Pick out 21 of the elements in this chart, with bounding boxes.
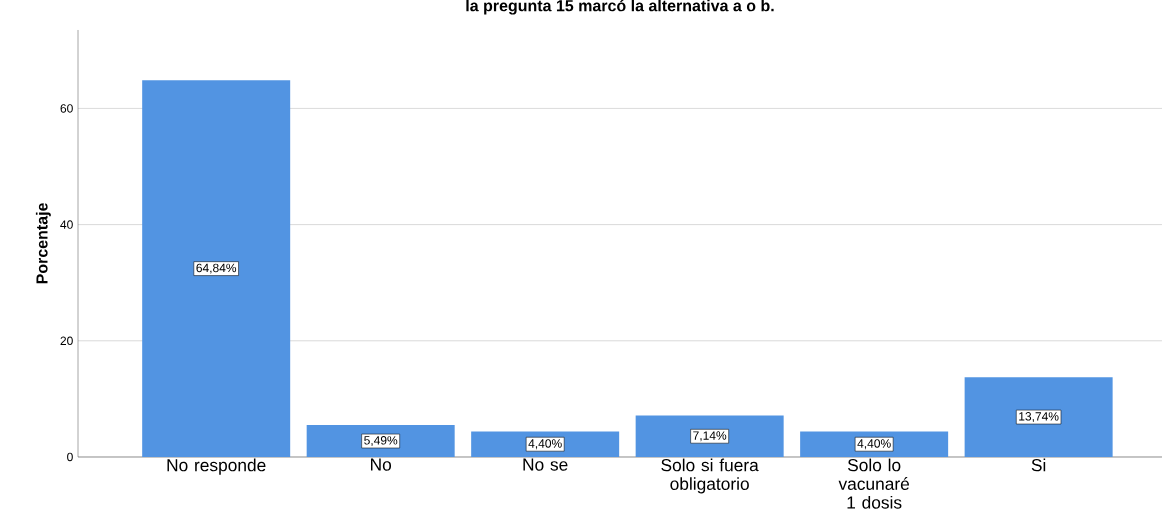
y-tick-label: 20 xyxy=(60,336,73,346)
y-tick-label: 40 xyxy=(60,220,73,229)
data-label: 4,40% xyxy=(857,439,891,450)
data-label: 5,49% xyxy=(364,436,398,446)
y-tick-label: 0 xyxy=(67,452,73,462)
chart-title: la pregunta 15 marcó la alternativa a o b. xyxy=(466,0,774,15)
y-tick-label: 60 xyxy=(60,104,73,113)
data-label: 4,40% xyxy=(528,439,562,450)
x-tick-label: Solo lo vacunaré 1 dosis xyxy=(838,458,910,509)
bar xyxy=(142,80,291,457)
x-tick-label: No responde xyxy=(167,458,266,475)
x-tick-label: No xyxy=(371,458,392,471)
data-label: 64,84% xyxy=(196,263,237,274)
data-label: 13,74% xyxy=(1019,412,1059,423)
y-axis-title: Porcentaje xyxy=(35,203,51,284)
bar xyxy=(635,415,784,457)
x-tick-label: Solo si fuera obligatorio xyxy=(661,458,759,494)
x-tick-label: Si xyxy=(1031,458,1046,472)
data-label: 7,14% xyxy=(693,431,727,442)
bar xyxy=(964,377,1113,457)
x-tick-label: No se xyxy=(523,458,568,471)
